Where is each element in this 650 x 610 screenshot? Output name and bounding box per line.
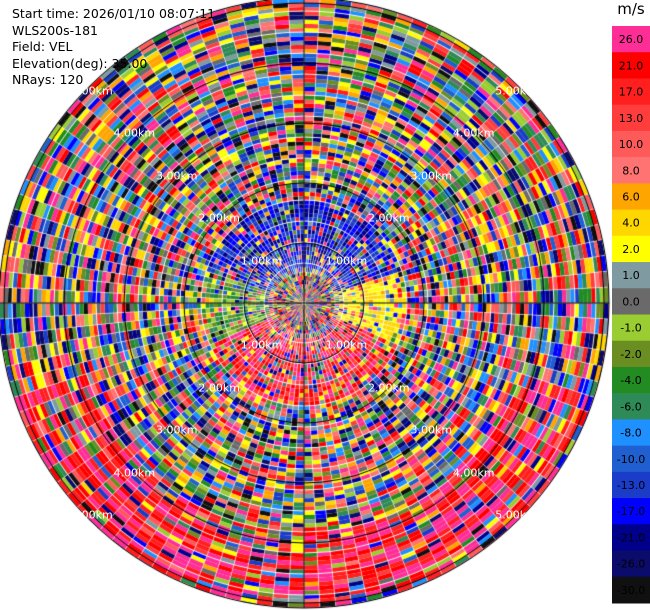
- colorbar-tick-label: 13.0: [619, 112, 644, 125]
- colorbar-swatch: [612, 471, 650, 499]
- colorbar-tick-label: 8.0: [622, 164, 640, 177]
- colorbar-tick-label: 6.0: [622, 190, 640, 203]
- colorbar-swatch: [612, 130, 650, 158]
- colorbar-swatch: [612, 262, 650, 289]
- range-ring-label: 2.00km: [198, 381, 240, 395]
- velocity-colorbar: 26.0 21.0 17.0 13.0 10.0 8.0 6.0 4.0 2.0 1.0 0.0 -1…: [612, 26, 650, 604]
- range-ring-label: 4.00km: [452, 466, 495, 480]
- colorbar-swatch: [612, 524, 650, 552]
- colorbar-swatch: [612, 419, 650, 447]
- colorbar-tick-label: 4.0: [622, 217, 640, 230]
- range-ring-label: 3.00km: [410, 169, 453, 183]
- colorbar-swatch: [612, 314, 650, 342]
- colorbar-tick-label: -17.0: [617, 505, 645, 518]
- colorbar-tick-label: -21.0: [617, 531, 645, 544]
- colorbar-tick-label: -6.0: [620, 400, 641, 413]
- colorbar-tick-label: -4.0: [620, 374, 641, 387]
- colorbar-swatch: [612, 498, 650, 525]
- range-ring-label: 1.00km: [240, 338, 283, 352]
- nrays-text: NRays: 120: [12, 72, 84, 87]
- colorbar-swatch: [612, 183, 650, 211]
- range-ring-label: 1.00km: [325, 338, 368, 352]
- range-ring-label: 5.00km: [71, 508, 113, 522]
- colorbar-swatch: [612, 366, 650, 394]
- colorbar-swatch: [612, 393, 650, 420]
- colorbar-swatch: [612, 235, 650, 263]
- colorbar-unit-label: m/s: [617, 0, 645, 18]
- colorbar-swatch: [612, 157, 650, 184]
- range-ring-label: 4.00km: [113, 126, 156, 140]
- colorbar-tick-label: 17.0: [619, 86, 644, 99]
- range-ring-label: 1.00km: [325, 254, 368, 268]
- colorbar-swatch: [612, 209, 650, 237]
- colorbar-swatch: [612, 104, 650, 132]
- colorbar-swatch: [612, 550, 650, 578]
- range-ring-label: 5.00km: [71, 84, 113, 98]
- field-text: Field: VEL: [12, 39, 73, 54]
- range-ring-label: 2.00km: [368, 381, 410, 395]
- colorbar-swatch: [612, 52, 650, 79]
- colorbar-swatch: [612, 26, 650, 53]
- range-ring-label: 5.00km: [495, 508, 537, 522]
- range-ring-label: 1.00km: [240, 254, 283, 268]
- colorbar-tick-label: -30.0: [617, 584, 645, 597]
- elevation-text: Elevation(deg): 35.00: [12, 55, 148, 71]
- colorbar-tick-label: -8.0: [620, 427, 641, 440]
- colorbar-swatch: [612, 340, 650, 368]
- range-ring-label: 4.00km: [452, 126, 495, 140]
- colorbar-swatch: [612, 445, 650, 473]
- colorbar-tick-label: -13.0: [617, 479, 645, 492]
- colorbar-swatch: [612, 288, 650, 315]
- range-ring-label: 3.00km: [155, 423, 198, 437]
- colorbar-tick-label: -1.0: [620, 322, 641, 335]
- colorbar-tick-label: -10.0: [617, 453, 645, 466]
- colorbar-tick-label: 26.0: [619, 33, 644, 46]
- colorbar-tick-label: -2.0: [620, 348, 641, 361]
- colorbar-tick-label: 1.0: [622, 269, 640, 282]
- start-time-text: Start time: 2026/01/10 08:07:11: [12, 6, 216, 21]
- range-ring-label: 2.00km: [198, 211, 240, 225]
- colorbar-swatch: [612, 576, 650, 604]
- range-ring-label: 3.00km: [155, 169, 198, 183]
- colorbar-tick-label: 0.0: [622, 295, 640, 308]
- range-ring-label: 3.00km: [410, 423, 453, 437]
- range-ring-label: 2.00km: [368, 211, 410, 225]
- colorbar-tick-label: -26.0: [617, 558, 645, 571]
- station-name-text: WLS200s-181: [12, 22, 98, 38]
- colorbar-swatch: [612, 78, 650, 106]
- range-ring-label: 4.00km: [113, 466, 156, 480]
- colorbar-tick-label: 2.0: [622, 243, 640, 256]
- colorbar-tick-label: 21.0: [619, 59, 644, 72]
- colorbar-tick-label: 10.0: [619, 138, 644, 151]
- range-ring-label: 5.00km: [495, 84, 537, 98]
- scan-info-panel: Start time: 2026/01/10 08:07:11 WLS200s-…: [12, 6, 215, 89]
